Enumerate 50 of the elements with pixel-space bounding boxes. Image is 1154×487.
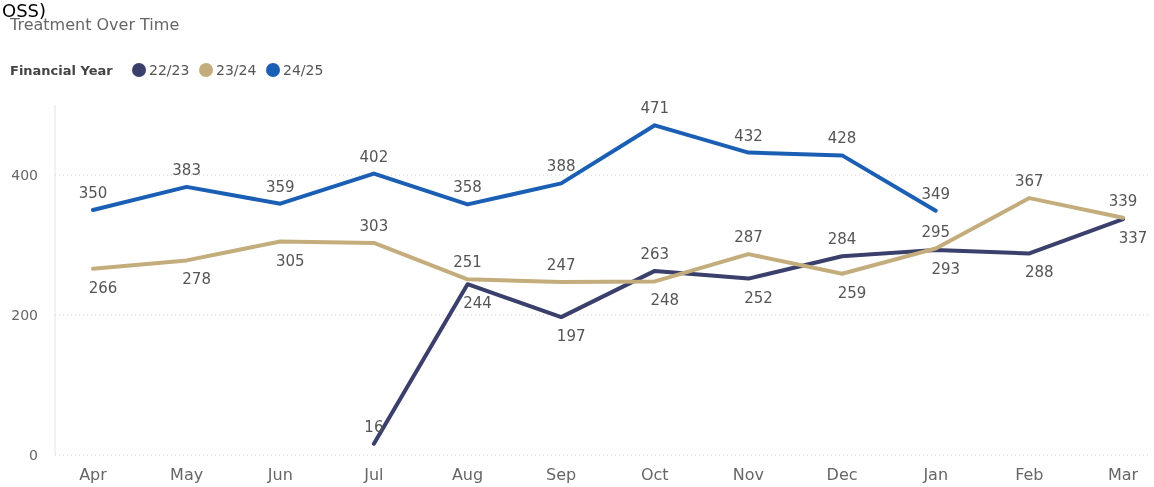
data-label: 248 xyxy=(650,291,680,310)
x-tick-label: Feb xyxy=(1015,465,1044,484)
data-label: 388 xyxy=(546,157,576,176)
x-tick-label: Sep xyxy=(546,465,577,484)
x-tick-label: Aug xyxy=(451,465,484,484)
x-tick-label: Apr xyxy=(79,465,108,484)
data-label: 359 xyxy=(265,177,295,196)
x-tick-label: Jan xyxy=(922,465,949,484)
data-label: 252 xyxy=(744,288,773,307)
data-label: 383 xyxy=(172,160,201,179)
data-label: 295 xyxy=(921,222,951,241)
x-tick-label: Jun xyxy=(266,465,293,484)
data-label: 358 xyxy=(453,178,482,197)
data-label: 251 xyxy=(453,253,482,272)
legend-label: 23/24 xyxy=(216,62,257,78)
data-label: 349 xyxy=(921,184,951,203)
legend-title: Financial Year xyxy=(10,63,114,78)
data-label: 432 xyxy=(734,126,763,145)
x-tick-label: Mar xyxy=(1107,465,1139,484)
legend-label: 22/23 xyxy=(149,62,190,78)
y-tick-label: 0 xyxy=(29,447,38,463)
data-label: 471 xyxy=(640,99,670,118)
data-label: 244 xyxy=(463,294,492,313)
data-label: 402 xyxy=(359,147,389,166)
data-label: 247 xyxy=(546,256,576,275)
x-tick-label: Oct xyxy=(640,465,669,484)
x-tick-label: Jul xyxy=(363,465,384,484)
data-label: 16 xyxy=(364,417,384,436)
data-label: 367 xyxy=(1015,172,1044,191)
data-label: 337 xyxy=(1118,229,1148,248)
x-tick-label: May xyxy=(170,465,204,484)
data-label: 263 xyxy=(640,244,670,263)
data-label: 284 xyxy=(827,230,857,249)
data-label: 287 xyxy=(734,228,763,247)
x-tick-label: Nov xyxy=(732,465,765,484)
x-tick-label: Dec xyxy=(826,465,858,484)
data-label: 339 xyxy=(1108,191,1138,210)
data-label: 293 xyxy=(931,259,961,278)
data-label: 288 xyxy=(1025,263,1054,282)
legend-label: 24/25 xyxy=(283,62,324,78)
data-label: 259 xyxy=(837,283,867,302)
data-label: 278 xyxy=(182,270,211,289)
data-label: 266 xyxy=(88,278,118,297)
y-tick-label: 200 xyxy=(11,307,38,323)
data-label: 197 xyxy=(556,327,586,346)
data-label: 350 xyxy=(78,184,108,202)
data-label: 428 xyxy=(827,129,857,148)
data-label: 305 xyxy=(275,251,305,270)
y-tick-label: 400 xyxy=(11,167,38,183)
data-label: 303 xyxy=(359,216,389,235)
